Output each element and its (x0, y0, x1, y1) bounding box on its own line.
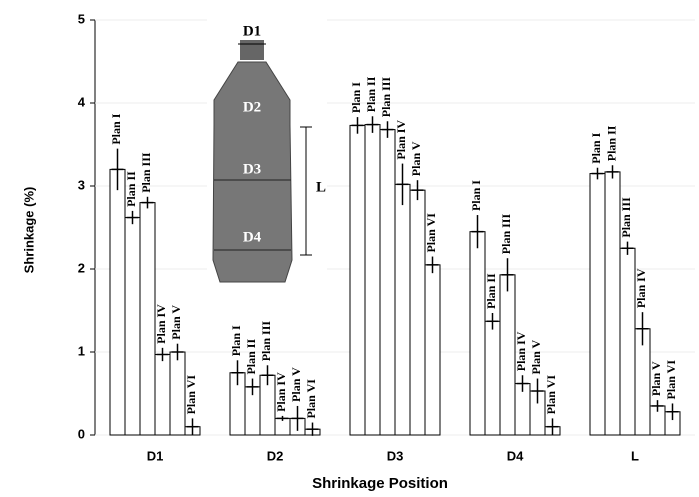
x-axis-title: Shrinkage Position (312, 475, 448, 492)
inset-label: D3 (243, 161, 261, 177)
y-axis-title: Shrinkage (%) (21, 187, 36, 274)
data-label: Plan II (604, 125, 618, 161)
bar (499, 274, 516, 436)
y-tick-label: 4 (78, 94, 86, 109)
data-label: Plan V (289, 367, 303, 402)
data-label: Plan II (244, 339, 258, 375)
bar (589, 173, 606, 436)
data-label: Plan III (259, 321, 273, 362)
y-tick-label: 1 (78, 343, 85, 358)
x-tick-label: D2 (267, 448, 284, 463)
bar (124, 217, 141, 436)
bottle-neck (240, 40, 264, 60)
data-label: Plan VI (184, 375, 198, 415)
data-label: Plan II (364, 76, 378, 112)
x-tick-label: L (631, 448, 639, 463)
data-label: Plan II (484, 273, 498, 309)
x-tick-label: D3 (387, 448, 404, 463)
bar (409, 189, 426, 436)
y-tick-label: 3 (78, 177, 85, 192)
data-label: Plan IV (514, 331, 528, 371)
inset-label: L (316, 179, 326, 195)
bar (604, 171, 621, 436)
data-label: Plan V (169, 305, 183, 340)
data-label: Plan III (379, 77, 393, 118)
data-label: Plan IV (634, 268, 648, 308)
data-label: Plan V (529, 339, 543, 374)
bar (139, 202, 156, 436)
data-label: Plan I (469, 180, 483, 211)
data-label: Plan IV (274, 372, 288, 412)
bar (394, 183, 411, 436)
bottle-body (212, 61, 293, 283)
bar (364, 124, 381, 436)
inset-label: D1 (243, 23, 261, 39)
x-tick-label: D4 (507, 448, 524, 463)
data-label: Plan V (649, 361, 663, 396)
bar (154, 353, 171, 436)
data-label: Plan VI (304, 379, 318, 419)
bar (109, 168, 126, 436)
inset-label: D4 (243, 229, 262, 245)
data-label: Plan III (619, 197, 633, 238)
bar (484, 320, 501, 436)
data-label: Plan VI (544, 375, 558, 415)
x-tick-label: D1 (147, 448, 164, 463)
data-label: Plan III (139, 152, 153, 193)
data-label: Plan IV (394, 120, 408, 160)
y-tick-label: 0 (78, 426, 85, 441)
data-label: Plan VI (664, 360, 678, 400)
bottle-inset: D1 D2 D3 D4 L (207, 18, 327, 288)
data-label: Plan I (109, 113, 123, 144)
data-label: Plan III (499, 214, 513, 255)
bar (469, 231, 486, 436)
bar (619, 247, 636, 436)
y-tick-label: 5 (78, 11, 85, 26)
data-label: Plan I (349, 82, 363, 113)
bar (424, 264, 441, 436)
bar (169, 351, 186, 436)
data-label: Plan VI (424, 213, 438, 253)
y-tick-label: 2 (78, 260, 85, 275)
data-label: Plan V (409, 141, 423, 176)
data-label: Plan II (124, 171, 138, 207)
data-label: Plan IV (154, 304, 168, 344)
bar (379, 129, 396, 436)
data-label: Plan I (229, 325, 243, 356)
bar (349, 124, 366, 436)
data-label: Plan I (589, 132, 603, 163)
inset-label: D2 (243, 99, 261, 115)
